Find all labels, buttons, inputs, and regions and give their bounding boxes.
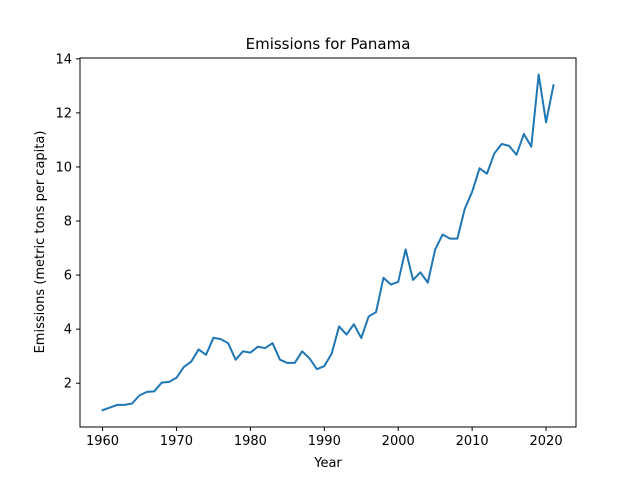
y-axis: 2 4 6 8 10 12 14: [55, 52, 80, 392]
x-tick-label: 1970: [160, 434, 193, 449]
plot-area: [101, 73, 555, 412]
y-tick-label: 2: [64, 377, 72, 392]
x-tick-label: 1990: [308, 434, 341, 449]
y-tick-label: 14: [55, 52, 72, 67]
x-axis: 1960 1970 1980 1990 2000 2010 2020: [86, 427, 563, 449]
y-tick-label: 8: [64, 215, 72, 230]
x-tick-label: 2010: [456, 434, 489, 449]
x-tick-label: 2020: [530, 434, 563, 449]
chart-title: Emissions for Panama: [246, 35, 411, 53]
axes-frame: [79, 57, 577, 428]
y-tick-label: 4: [64, 323, 72, 338]
series-line-panama: [101, 73, 555, 412]
x-tick-label: 2000: [382, 434, 415, 449]
x-axis-label: Year: [313, 456, 342, 471]
x-tick-label: 1960: [86, 434, 119, 449]
y-tick-label: 12: [55, 106, 72, 121]
y-tick-label: 10: [55, 160, 72, 175]
y-tick-label: 6: [64, 269, 72, 284]
x-tick-label: 1980: [234, 434, 267, 449]
y-axis-label: Emissions (metric tons per capita): [33, 131, 48, 354]
